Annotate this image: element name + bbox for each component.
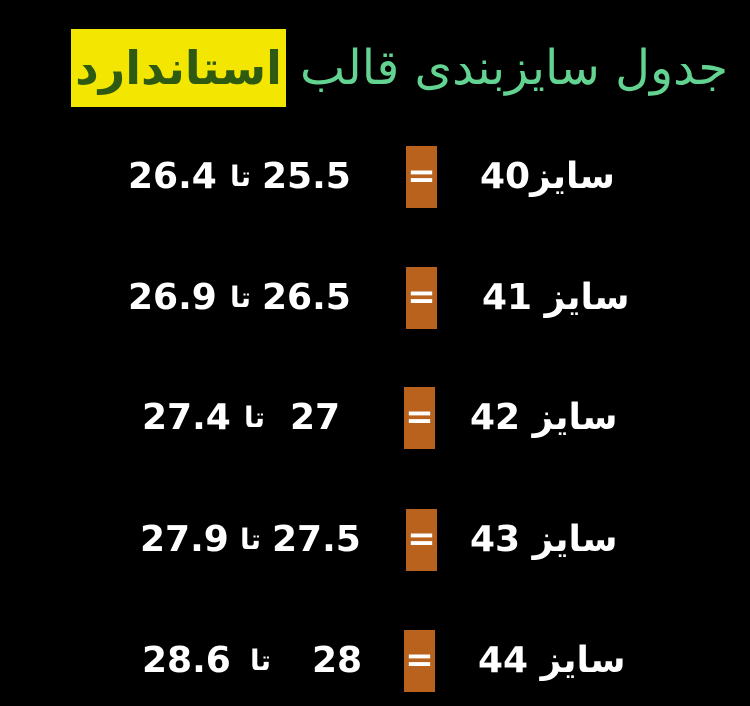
title-main: جدول سایزبندی قالب xyxy=(299,40,728,96)
title-highlight: استاندارد xyxy=(71,29,286,107)
size-label: سایز40 xyxy=(480,156,615,197)
range-from: 28 xyxy=(312,640,363,681)
range-word: تا xyxy=(230,160,252,193)
size-row: 26.4 تا 25.5 = سایز40 xyxy=(0,146,750,208)
range-word: تا xyxy=(250,644,272,677)
equals-box: = xyxy=(406,509,437,571)
range-from: 25.5 xyxy=(262,156,351,197)
range-to: 27.4 xyxy=(142,397,231,438)
size-label: سایز 44 xyxy=(478,640,626,681)
range-from: 26.5 xyxy=(262,277,351,318)
range-to: 26.9 xyxy=(128,277,217,318)
range-from: 27.5 xyxy=(272,519,361,560)
range-to: 26.4 xyxy=(128,156,217,197)
size-label: سایز 42 xyxy=(470,397,618,438)
equals-box: = xyxy=(404,630,435,692)
size-row: 27.4 تا 27 = سایز 42 xyxy=(0,387,750,449)
range-to: 28.6 xyxy=(142,640,231,681)
range-to: 27.9 xyxy=(140,519,229,560)
size-label: سایز 43 xyxy=(470,519,618,560)
size-row: 27.9 تا 27.5 = سایز 43 xyxy=(0,509,750,571)
range-word: تا xyxy=(244,401,266,434)
size-row: 28.6 تا 28 = سایز 44 xyxy=(0,630,750,692)
size-label: سایز 41 xyxy=(482,277,630,318)
range-word: تا xyxy=(240,523,262,556)
equals-box: = xyxy=(404,387,435,449)
range-from: 27 xyxy=(290,397,341,438)
size-row: 26.9 تا 26.5 = سایز 41 xyxy=(0,267,750,329)
equals-box: = xyxy=(406,146,437,208)
equals-box: = xyxy=(406,267,437,329)
page-title: جدول سایزبندی قالب استاندارد xyxy=(18,28,728,108)
range-word: تا xyxy=(230,281,252,314)
